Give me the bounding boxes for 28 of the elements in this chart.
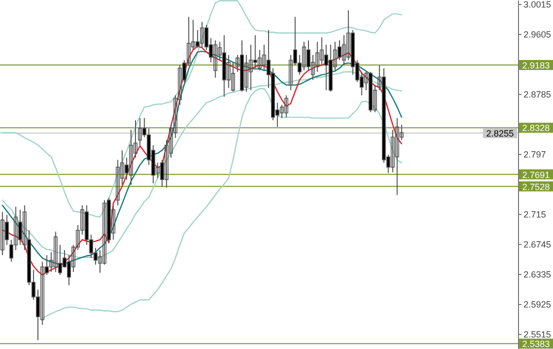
candlestick	[324, 44, 328, 91]
candlestick	[258, 49, 262, 71]
candlestick	[54, 231, 58, 273]
y-tick-label: 2.6335	[524, 269, 552, 280]
y-tick-label: 3.0015	[524, 0, 552, 10]
ref-line-label: 2.7528	[522, 182, 550, 192]
candlestick	[395, 118, 400, 196]
ref-line-label: 2.8328	[522, 123, 550, 134]
candlestick	[284, 94, 288, 118]
candlestick	[253, 34, 258, 69]
candlestick	[320, 36, 324, 66]
y-tick-label: 2.8785	[524, 90, 552, 100]
ref-line-label: 2.8255	[486, 128, 514, 139]
candlestick	[18, 209, 22, 246]
candlestick	[390, 129, 395, 173]
ref-line-label: 2.7691	[522, 170, 550, 180]
y-tick-label: 2.5925	[524, 299, 552, 310]
y-tick-label: 2.5515	[524, 329, 552, 340]
ref-line-label: 2.5383	[522, 339, 550, 349]
candlestick	[40, 261, 44, 326]
candlestick	[315, 41, 320, 72]
candlestick	[213, 40, 218, 78]
y-tick-label: 2.715	[524, 210, 546, 220]
y-tick-label: 2.9605	[524, 30, 552, 40]
y-tick-label: 2.6745	[524, 239, 552, 250]
ref-line-label: 2.9183	[522, 60, 550, 71]
y-tick-label: 2.797	[524, 149, 546, 160]
candlestick	[116, 159, 120, 206]
